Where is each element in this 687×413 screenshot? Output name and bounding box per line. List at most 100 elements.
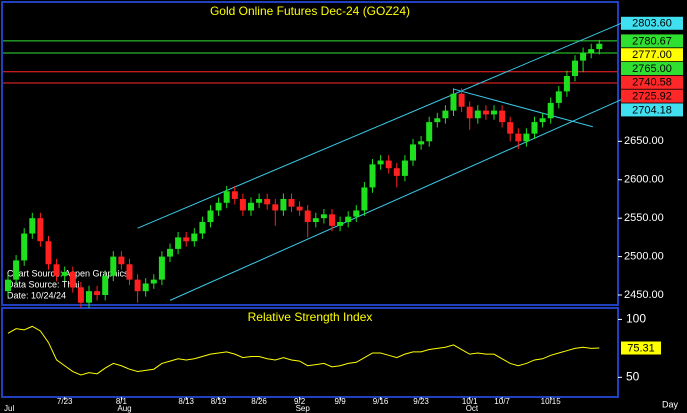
x-unit: Day xyxy=(662,399,679,409)
candle-body xyxy=(191,233,198,242)
level-label-box xyxy=(621,75,683,89)
candle-body xyxy=(21,233,28,261)
candle-body xyxy=(596,43,603,50)
candle-body xyxy=(377,160,384,165)
x-tick-label: 9/9 xyxy=(335,397,347,406)
annotation: Data Source: Thai xyxy=(7,279,79,289)
candle-body xyxy=(296,206,303,211)
trend-line xyxy=(137,22,622,229)
candle-body xyxy=(5,279,11,292)
candle-body xyxy=(385,160,392,169)
candle-body xyxy=(418,141,425,145)
candle-body xyxy=(523,133,530,142)
x-tick-label: 8/19 xyxy=(211,397,227,406)
level-label-box xyxy=(621,16,683,30)
candle-body xyxy=(45,241,52,265)
candle-body xyxy=(61,271,68,276)
candle-body xyxy=(231,191,238,199)
candle-body xyxy=(426,122,433,142)
candle-body xyxy=(134,279,141,292)
level-label: 2725.92 xyxy=(632,91,672,103)
candle-body xyxy=(320,214,327,219)
candle-body xyxy=(580,52,587,61)
last-value-box xyxy=(621,341,661,355)
y-tick-label: 2450.00 xyxy=(624,289,664,301)
candle-body xyxy=(69,271,76,288)
chart-title: Gold Online Futures Dec-24 (GOZ24) xyxy=(210,4,410,18)
level-label-box xyxy=(621,34,683,48)
candle-body xyxy=(207,210,214,223)
candle-body xyxy=(199,222,206,234)
level-label-box xyxy=(621,89,683,103)
candle-body xyxy=(491,110,497,115)
candle-body xyxy=(29,218,36,234)
candle-body xyxy=(507,122,514,134)
candle-body xyxy=(531,122,538,134)
candle-body xyxy=(515,133,522,142)
level-label: 2777.00 xyxy=(632,49,672,61)
price-panel xyxy=(1,1,619,306)
candle-body xyxy=(369,164,376,188)
candle-body xyxy=(86,291,92,303)
level-label: 2740.58 xyxy=(632,77,672,89)
x-tick-label: 8/26 xyxy=(251,397,267,406)
candle-body xyxy=(474,110,481,119)
candle-body xyxy=(353,210,360,217)
y-tick-label: 100 xyxy=(626,312,646,326)
x-tick-label: 10/7 xyxy=(494,397,510,406)
candle-body xyxy=(142,283,149,292)
level-label-box xyxy=(621,48,683,62)
rsi-panel xyxy=(1,307,619,398)
candle-body xyxy=(150,279,157,284)
x-tick-label: 7/23 xyxy=(57,397,73,406)
candle-body xyxy=(482,110,489,115)
y-tick-label: 2650.00 xyxy=(624,135,664,147)
candle-body xyxy=(361,187,368,211)
candle-body xyxy=(272,204,279,211)
candle-body xyxy=(158,256,165,280)
candle-body xyxy=(393,168,400,176)
candle-body xyxy=(256,198,263,203)
candle-body xyxy=(563,76,570,92)
rsi-line xyxy=(7,325,600,376)
y-tick-label: 2550.00 xyxy=(624,212,664,224)
x-tick-label: 10/1 xyxy=(462,397,478,406)
x-tick-label: 8/1 xyxy=(116,397,128,406)
candle-body xyxy=(555,91,562,103)
candle-body xyxy=(280,198,287,211)
candle-body xyxy=(94,291,101,296)
x-tick-label: 9/23 xyxy=(413,397,429,406)
candle-body xyxy=(110,256,117,276)
candle-body xyxy=(312,218,319,223)
candle-body xyxy=(13,260,20,280)
x-month-label: Aug xyxy=(117,404,131,413)
candle-body xyxy=(264,198,271,205)
candle-body xyxy=(126,264,133,280)
candle-body xyxy=(248,202,254,211)
candle-body xyxy=(588,49,595,53)
candle-body xyxy=(434,118,441,123)
level-label: 2765.00 xyxy=(632,63,672,75)
x-month-label: Sep xyxy=(296,404,311,413)
candle-body xyxy=(337,222,344,226)
candle-body xyxy=(442,110,449,119)
candle-body xyxy=(288,198,295,207)
x-month-label: Oct xyxy=(466,404,479,413)
candle-body xyxy=(183,237,190,242)
candle-body xyxy=(329,214,335,226)
rsi-title: Relative Strength Index xyxy=(248,310,373,324)
candle-body xyxy=(345,216,352,223)
x-tick-label: 8/13 xyxy=(178,397,194,406)
trend-line xyxy=(169,99,622,301)
candle-body xyxy=(37,218,44,242)
annotation: Date: 10/24/24 xyxy=(7,290,66,300)
x-tick-label: 9/2 xyxy=(294,397,306,406)
x-tick-label: 10/15 xyxy=(541,397,562,406)
level-label-box xyxy=(621,103,683,117)
candle-body xyxy=(466,106,473,119)
candle-body xyxy=(215,202,222,211)
y-tick-label: 50 xyxy=(626,369,640,383)
level-label: 2803.60 xyxy=(632,18,672,30)
